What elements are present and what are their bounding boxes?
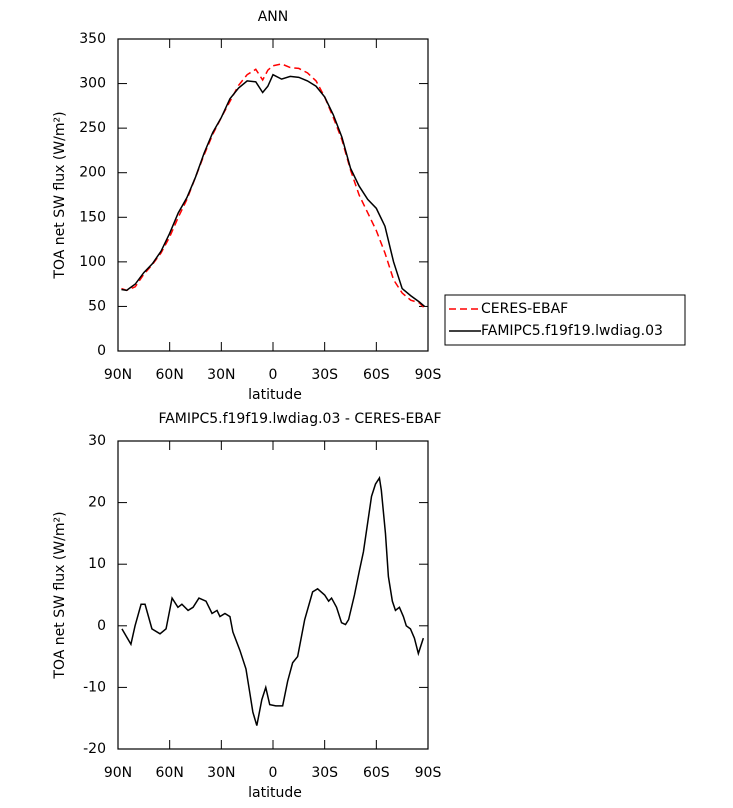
x-axis-label: latitude (248, 785, 302, 801)
y-tick-label: 350 (79, 31, 106, 47)
y-tick-label: -20 (83, 741, 106, 757)
x-tick-label: 60S (363, 765, 390, 781)
y-tick-label: 300 (79, 76, 106, 92)
plot-frame (117, 38, 429, 352)
x-tick-label: 30S (311, 765, 338, 781)
y-tick-label: 30 (88, 433, 106, 449)
y-axis-label: TOA net SW flux (W/m²) (52, 511, 68, 679)
y-tick-label: 100 (79, 254, 106, 270)
x-tick-label: 90N (104, 765, 132, 781)
legend-label: CERES-EBAF (481, 301, 568, 317)
y-tick-label: 0 (97, 618, 106, 634)
y-axis-label: TOA net SW flux (W/m²) (52, 111, 68, 279)
x-tick-label: 60S (363, 367, 390, 383)
x-tick-label: 30N (207, 367, 235, 383)
x-tick-label: 30S (311, 367, 338, 383)
y-tick-label: 200 (79, 165, 106, 181)
legend-label: FAMIPC5.f19f19.lwdiag.03 (481, 323, 663, 339)
data-line (121, 475, 425, 726)
x-tick-label: 30N (207, 765, 235, 781)
x-tick-label: 90N (104, 367, 132, 383)
y-tick-label: 150 (79, 209, 106, 225)
x-axis-label: latitude (248, 387, 302, 403)
y-tick-label: 50 (88, 298, 106, 314)
x-tick-label: 90S (415, 765, 442, 781)
x-tick-label: 0 (269, 765, 278, 781)
x-tick-label: 90S (415, 367, 442, 383)
legend-box (444, 294, 686, 346)
y-tick-label: 250 (79, 120, 106, 136)
x-tick-label: 60N (156, 765, 184, 781)
x-tick-label: 0 (269, 367, 278, 383)
y-tick-label: 20 (88, 495, 106, 511)
y-tick-label: 10 (88, 556, 106, 572)
y-tick-label: -10 (83, 679, 106, 695)
data-line (121, 63, 426, 309)
chart-title: ANN (258, 9, 289, 25)
x-tick-label: 60N (156, 367, 184, 383)
chart-title: FAMIPC5.f19f19.lwdiag.03 - CERES-EBAF (158, 411, 441, 427)
y-tick-label: 0 (97, 343, 106, 359)
data-line (121, 73, 426, 307)
